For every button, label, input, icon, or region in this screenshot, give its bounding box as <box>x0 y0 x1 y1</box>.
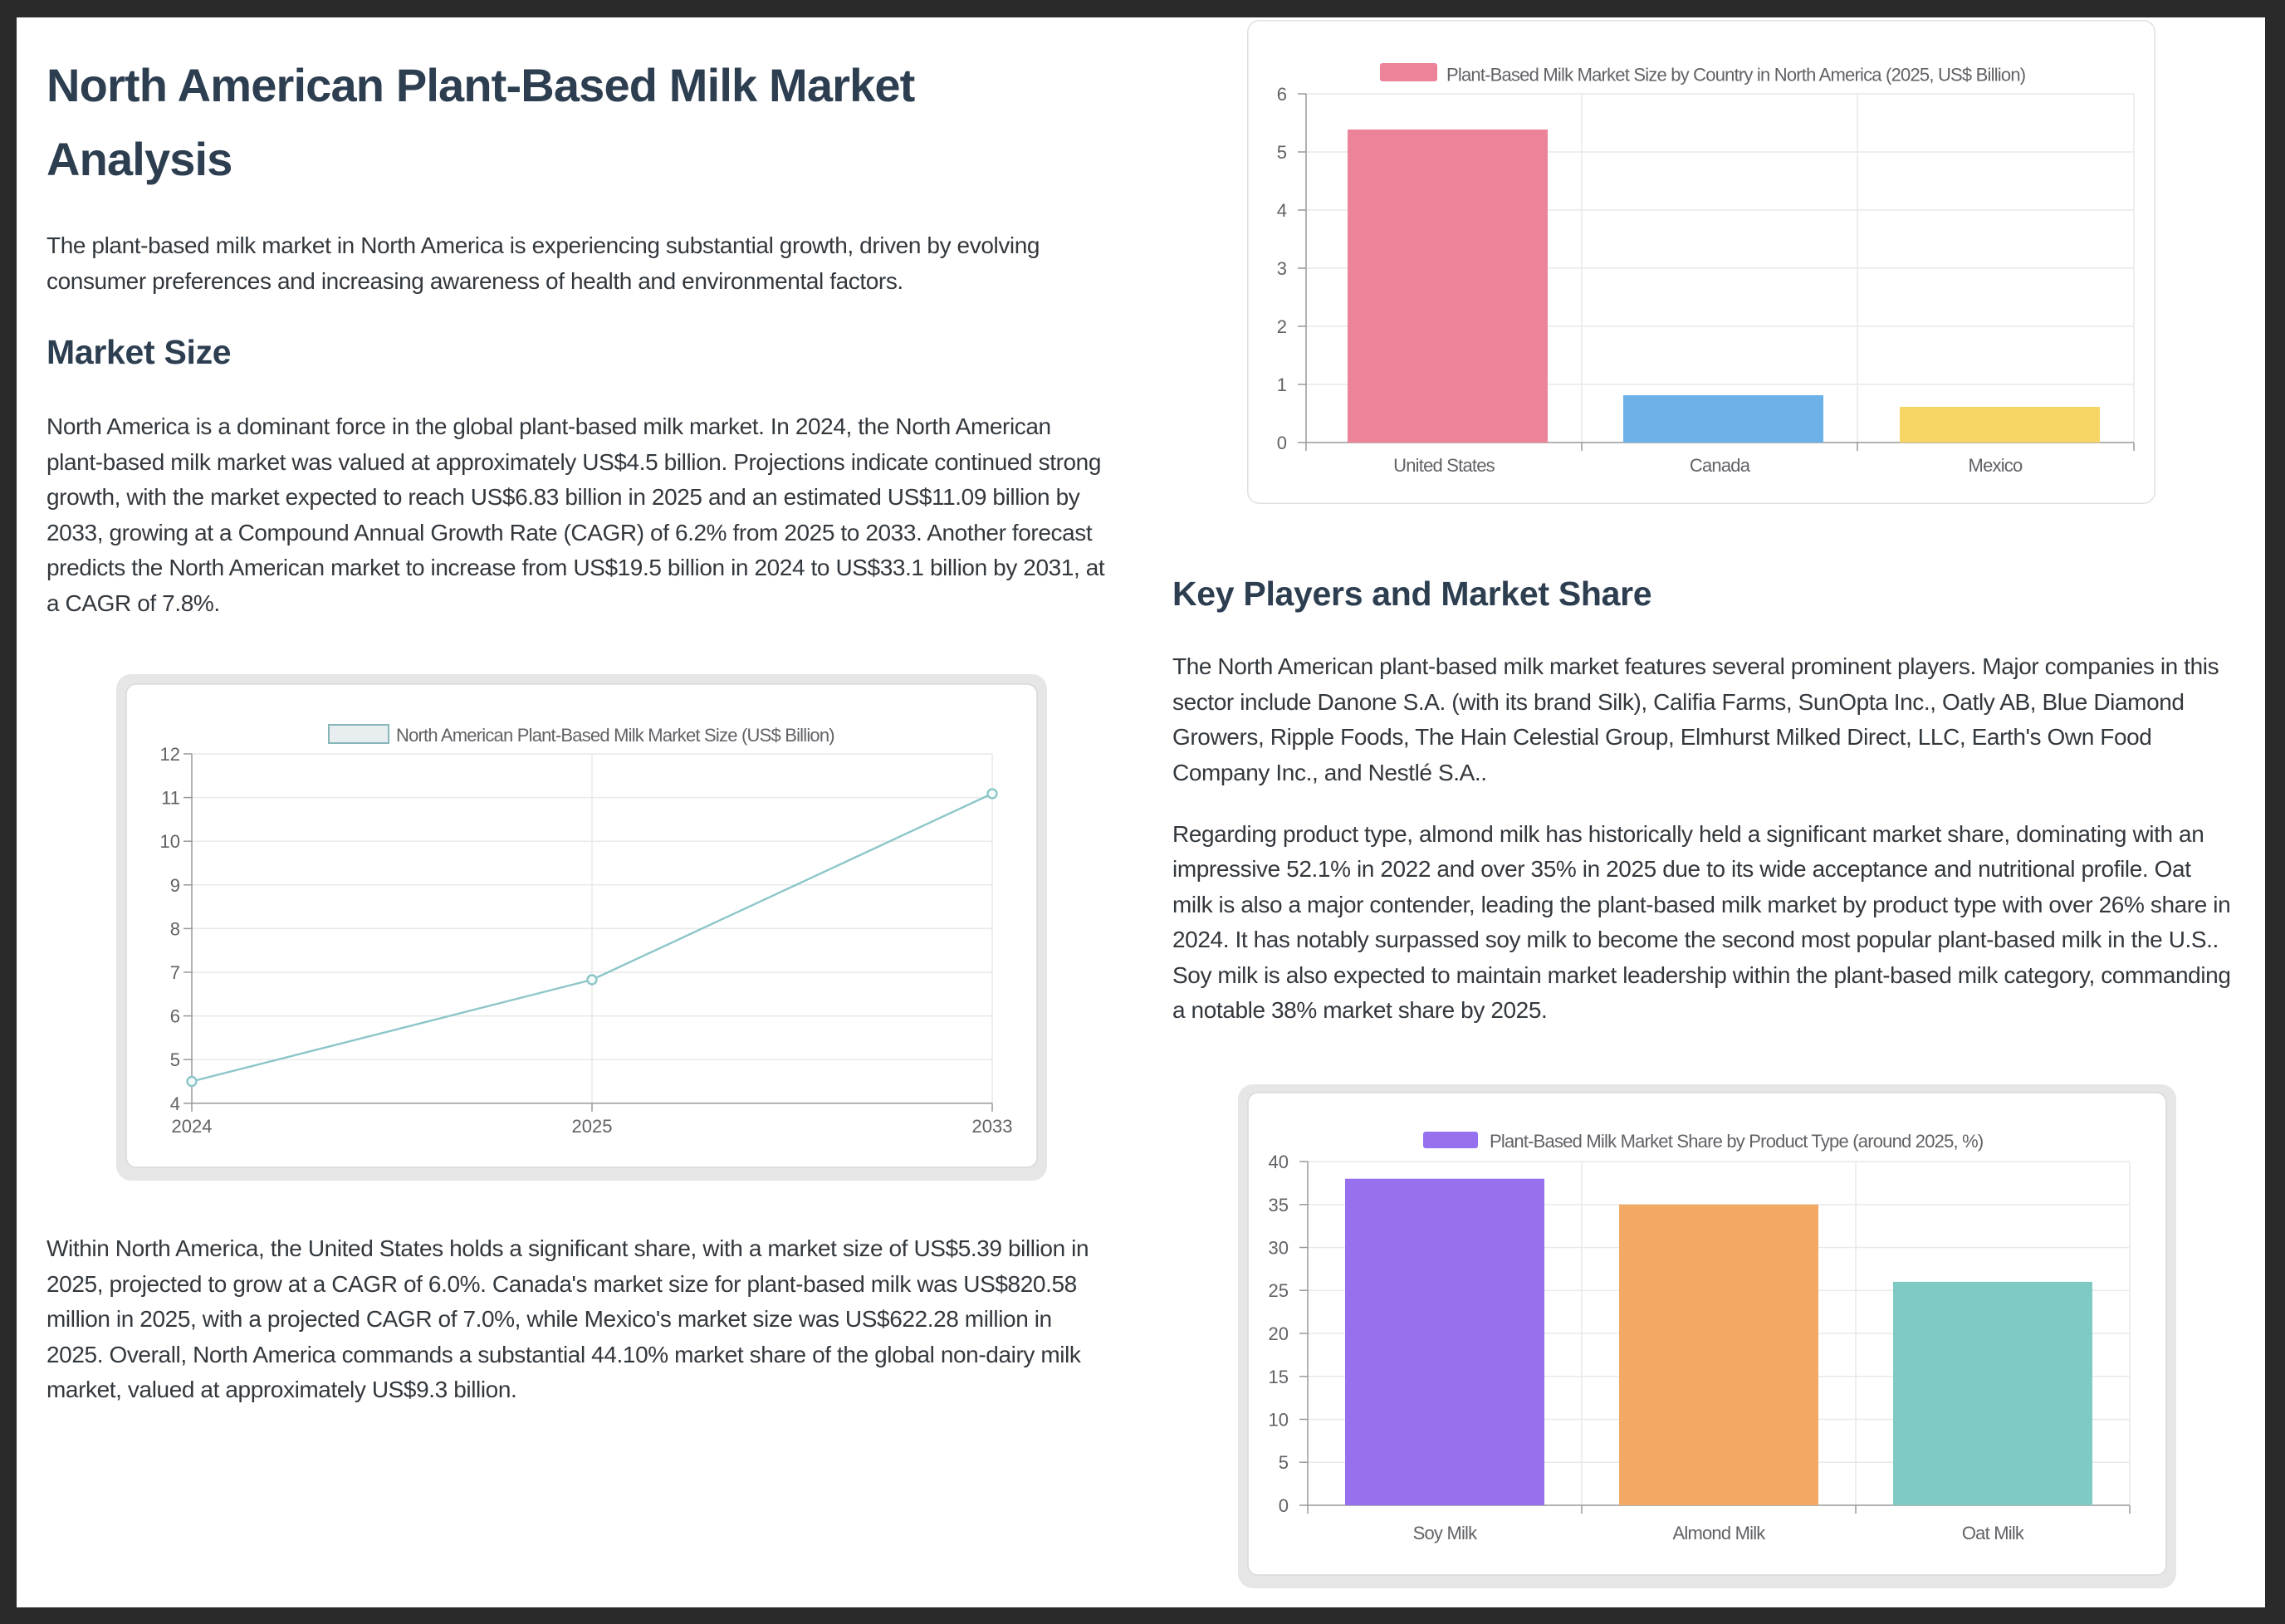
svg-text:2024: 2024 <box>172 1116 213 1137</box>
svg-text:30: 30 <box>1269 1238 1289 1259</box>
svg-text:2033: 2033 <box>972 1116 1013 1137</box>
svg-text:5: 5 <box>170 1049 180 1070</box>
svg-text:8: 8 <box>170 918 180 939</box>
svg-text:5: 5 <box>1279 1452 1289 1473</box>
svg-text:35: 35 <box>1269 1195 1289 1216</box>
svg-text:5: 5 <box>1277 142 1287 163</box>
svg-text:2: 2 <box>1277 316 1287 337</box>
svg-text:4: 4 <box>1277 200 1287 221</box>
svg-text:25: 25 <box>1269 1280 1289 1301</box>
svg-text:7: 7 <box>170 962 180 983</box>
svg-text:6: 6 <box>1277 84 1287 105</box>
svg-text:Plant-Based Milk Market Share: Plant-Based Milk Market Share by Product… <box>1490 1131 1983 1152</box>
svg-text:11: 11 <box>161 788 180 809</box>
svg-text:1: 1 <box>1277 374 1287 395</box>
svg-text:0: 0 <box>1279 1495 1289 1516</box>
svg-text:10: 10 <box>160 831 180 852</box>
svg-text:15: 15 <box>1269 1367 1289 1387</box>
svg-text:Soy Milk: Soy Milk <box>1413 1523 1479 1543</box>
svg-text:12: 12 <box>160 744 180 765</box>
svg-text:North American Plant-Based Mil: North American Plant-Based Milk Market S… <box>396 725 834 746</box>
svg-text:0: 0 <box>1277 433 1287 453</box>
svg-text:4: 4 <box>170 1093 180 1114</box>
svg-text:40: 40 <box>1269 1152 1289 1172</box>
svg-text:6: 6 <box>170 1006 180 1027</box>
svg-text:Almond Milk: Almond Milk <box>1672 1523 1766 1543</box>
svg-text:Mexico: Mexico <box>1969 455 2023 476</box>
svg-text:20: 20 <box>1269 1323 1289 1344</box>
svg-text:10: 10 <box>1269 1410 1289 1431</box>
svg-text:Plant-Based Milk Market Size b: Plant-Based Milk Market Size by Country … <box>1446 65 2025 86</box>
svg-text:Canada: Canada <box>1690 455 1751 476</box>
svg-text:Oat Milk: Oat Milk <box>1962 1523 2025 1543</box>
svg-text:9: 9 <box>170 875 180 896</box>
svg-text:United States: United States <box>1393 455 1495 476</box>
svg-text:2025: 2025 <box>572 1116 613 1137</box>
svg-text:3: 3 <box>1277 258 1287 279</box>
